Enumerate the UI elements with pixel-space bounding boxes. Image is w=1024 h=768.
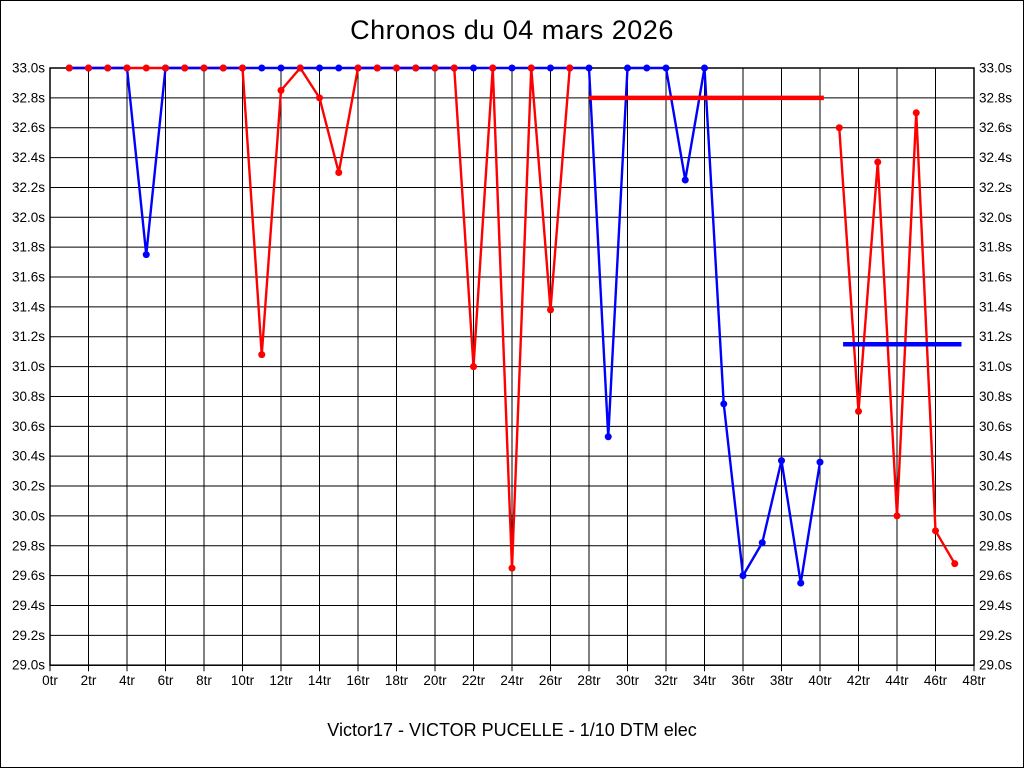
x-tick-label: 20tr: [423, 673, 447, 688]
y-tick-label: 30.4s: [12, 449, 45, 464]
y-tick-label: 31.8s: [979, 240, 1012, 255]
y-tick-label: 31.4s: [12, 299, 45, 314]
reference-lines: [589, 95, 962, 347]
x-tick-label: 48tr: [962, 673, 986, 688]
y-tick-label: 31.6s: [979, 270, 1012, 285]
y-tick-label: 31.0s: [979, 359, 1012, 374]
y-tick-label: 30.6s: [12, 419, 45, 434]
chart-subtitle: Victor17 - VICTOR PUCELLE - 1/10 DTM ele…: [327, 720, 697, 740]
y-tick-label: 31.0s: [12, 359, 45, 374]
x-tick-label: 4tr: [119, 673, 135, 688]
x-tick-label: 26tr: [539, 673, 563, 688]
y-tick-label: 30.8s: [12, 389, 45, 404]
y-tick-label: 29.6s: [12, 568, 45, 583]
y-tick-label: 30.4s: [979, 449, 1012, 464]
y-tick-label: 30.2s: [12, 479, 45, 494]
y-tick-label: 29.4s: [979, 598, 1012, 613]
y-tick-label: 32.2s: [979, 180, 1012, 195]
y-tick-label: 29.2s: [12, 628, 45, 643]
red-run-points: [65, 64, 959, 572]
y-tick-label: 30.2s: [979, 479, 1012, 494]
x-tick-label: 42tr: [847, 673, 871, 688]
x-tick-label: 30tr: [616, 673, 640, 688]
x-tick-label: 36tr: [731, 673, 755, 688]
y-tick-label: 30.6s: [979, 419, 1012, 434]
y-tick-label: 29.4s: [12, 598, 45, 613]
x-tick-label: 44tr: [885, 673, 909, 688]
y-tick-label: 31.2s: [12, 329, 45, 344]
y-tick-label: 31.2s: [979, 329, 1012, 344]
y-tick-label: 32.0s: [12, 210, 45, 225]
y-tick-label: 32.0s: [979, 210, 1012, 225]
y-tick-label: 32.4s: [12, 150, 45, 165]
y-tick-label: 29.0s: [12, 658, 45, 673]
x-tick-label: 18tr: [385, 673, 409, 688]
y-tick-label: 32.6s: [979, 120, 1012, 135]
x-tick-label: 14tr: [308, 673, 332, 688]
x-tick-label: 6tr: [158, 673, 174, 688]
x-tick-label: 12tr: [269, 673, 293, 688]
chart-title: Chronos du 04 mars 2026: [350, 15, 674, 45]
x-tick-label: 38tr: [770, 673, 794, 688]
y-tick-label: 32.8s: [12, 90, 45, 105]
x-tick-label: 0tr: [42, 673, 58, 688]
x-tick-label: 34tr: [693, 673, 717, 688]
x-tick-label: 24tr: [500, 673, 524, 688]
grid-lines: [49, 67, 975, 672]
y-tick-label: 29.2s: [979, 628, 1012, 643]
y-tick-label: 29.0s: [979, 658, 1012, 673]
y-tick-label: 32.8s: [979, 90, 1012, 105]
y-tick-label: 29.8s: [12, 538, 45, 553]
y-tick-label: 33.0s: [12, 61, 45, 76]
y-axis-labels-right: 33.0s 32.8s 32.6s 32.4s 32.2s 32.0s 31.8s 31.6s…: [979, 61, 1012, 673]
x-tick-label: 46tr: [924, 673, 948, 688]
x-tick-label: 28tr: [577, 673, 601, 688]
x-tick-label: 2tr: [81, 673, 97, 688]
y-tick-label: 30.0s: [12, 508, 45, 523]
y-tick-label: 29.6s: [979, 568, 1012, 583]
x-tick-label: 8tr: [196, 673, 212, 688]
x-axis-labels: 0tr 2tr 4tr 6tr 8tr 10tr 12tr 14tr 16tr 18tr 20tr 2…: [42, 673, 986, 688]
y-axis-labels-left: 33.0s 32.8s 32.6s 32.4s 32.2s 32.0s 31.8s 31.6s…: [12, 61, 45, 673]
y-tick-label: 30.0s: [979, 508, 1012, 523]
blue-run-line: [69, 66, 822, 585]
y-tick-label: 33.0s: [979, 61, 1012, 76]
y-tick-label: 31.8s: [12, 240, 45, 255]
y-tick-label: 31.4s: [979, 299, 1012, 314]
y-tick-label: 32.4s: [979, 150, 1012, 165]
y-tick-label: 29.8s: [979, 538, 1012, 553]
x-tick-label: 16tr: [346, 673, 370, 688]
x-tick-label: 10tr: [231, 673, 255, 688]
x-tick-label: 22tr: [462, 673, 486, 688]
x-tick-label: 40tr: [808, 673, 832, 688]
y-tick-label: 32.6s: [12, 120, 45, 135]
y-tick-label: 30.8s: [979, 389, 1012, 404]
x-tick-label: 32tr: [654, 673, 678, 688]
y-tick-label: 32.2s: [12, 180, 45, 195]
y-tick-label: 31.6s: [12, 270, 45, 285]
